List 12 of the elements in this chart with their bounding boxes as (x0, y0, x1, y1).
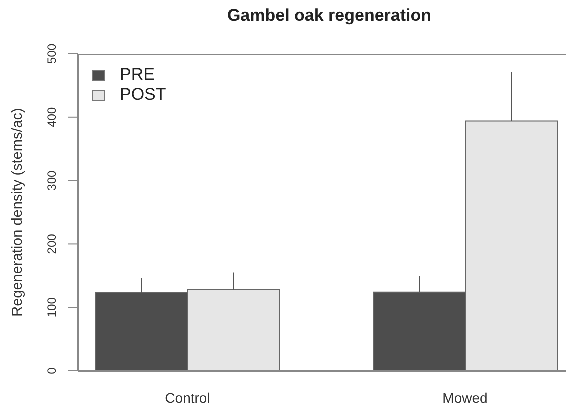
y-tick-label: 400 (45, 107, 59, 128)
y-tick-label: 0 (45, 367, 59, 374)
y-tick-label: 300 (45, 170, 59, 191)
x-tick-label: Mowed (442, 390, 488, 406)
y-tick-label: 200 (45, 234, 59, 254)
y-tick-label: 500 (45, 44, 59, 64)
y-tick-label: 100 (45, 297, 59, 318)
x-tick-label: Control (165, 390, 210, 406)
legend-label: POST (120, 85, 166, 105)
chart-title: Gambel oak regeneration (226, 6, 433, 26)
legend-label: PRE (120, 65, 155, 85)
y-axis-title: Regeneration density (stems/ac) (10, 108, 26, 317)
